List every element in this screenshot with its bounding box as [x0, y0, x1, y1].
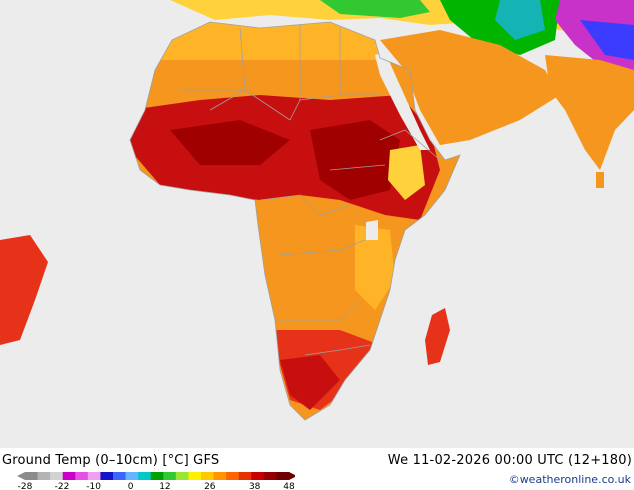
red-sea	[375, 52, 430, 150]
lake-victoria	[366, 220, 378, 240]
legend-swatch	[75, 472, 89, 480]
kalahari-extreme	[280, 355, 340, 410]
legend-swatch	[100, 472, 114, 480]
map-svg	[0, 0, 634, 421]
sudan-extreme	[310, 120, 400, 200]
legend-tick-label: 0	[128, 482, 134, 490]
mountain-teal	[495, 0, 545, 40]
tibet-blue	[580, 20, 634, 60]
legend-tick-label: 48	[283, 482, 295, 490]
legend-tick-label: -22	[55, 482, 70, 490]
legend-swatch	[263, 472, 277, 480]
legend-swatch	[163, 472, 177, 480]
legend-swatch	[113, 472, 127, 480]
legend-swatch	[251, 472, 265, 480]
legend-swatch	[25, 472, 39, 480]
legend-tick-label: -10	[86, 482, 101, 490]
temperature-map[interactable]	[0, 0, 634, 448]
east-africa-warm	[355, 225, 395, 310]
legend-tick-label: 26	[204, 482, 216, 490]
legend-swatch	[226, 472, 240, 480]
congo-orange	[260, 205, 370, 330]
west-africa-extreme	[170, 120, 290, 165]
sri-lanka	[596, 172, 604, 188]
legend-swatch	[150, 472, 164, 480]
legend-swatch	[175, 472, 189, 480]
legend-arrow-left	[17, 472, 25, 480]
madagascar	[425, 308, 450, 365]
europe-green	[320, 0, 430, 18]
legend-swatch	[238, 472, 252, 480]
color-legend: -28 -22 -10 0 12 26 38 48	[17, 472, 295, 490]
footer: Ground Temp (0–10cm) [°C] GFS We 11-02-2…	[0, 448, 634, 490]
legend-swatch	[87, 472, 101, 480]
arabia	[380, 30, 560, 145]
legend-swatch	[37, 472, 51, 480]
legend-swatch	[50, 472, 64, 480]
legend-swatch	[188, 472, 202, 480]
legend-swatch	[62, 472, 76, 480]
legend-swatch	[276, 472, 290, 480]
ethiopia-cool	[388, 145, 425, 200]
legend-swatch	[213, 472, 227, 480]
legend-tick-label: 12	[159, 482, 170, 490]
legend-swatch	[201, 472, 215, 480]
legend-tick-label: 38	[249, 482, 261, 490]
legend-swatch	[125, 472, 139, 480]
country-borders	[129, 21, 461, 421]
india	[545, 55, 634, 170]
south-america	[0, 235, 48, 345]
legend-arrow-right	[289, 472, 295, 480]
map-title: Ground Temp (0–10cm) [°C] GFS	[2, 453, 220, 468]
run-time: We 11-02-2026 00:00 UTC (12+180)	[387, 453, 632, 468]
credit-link[interactable]: ©weatheronline.co.uk	[508, 473, 631, 486]
legend-tick-label: -28	[18, 482, 33, 490]
legend-swatch	[138, 472, 152, 480]
